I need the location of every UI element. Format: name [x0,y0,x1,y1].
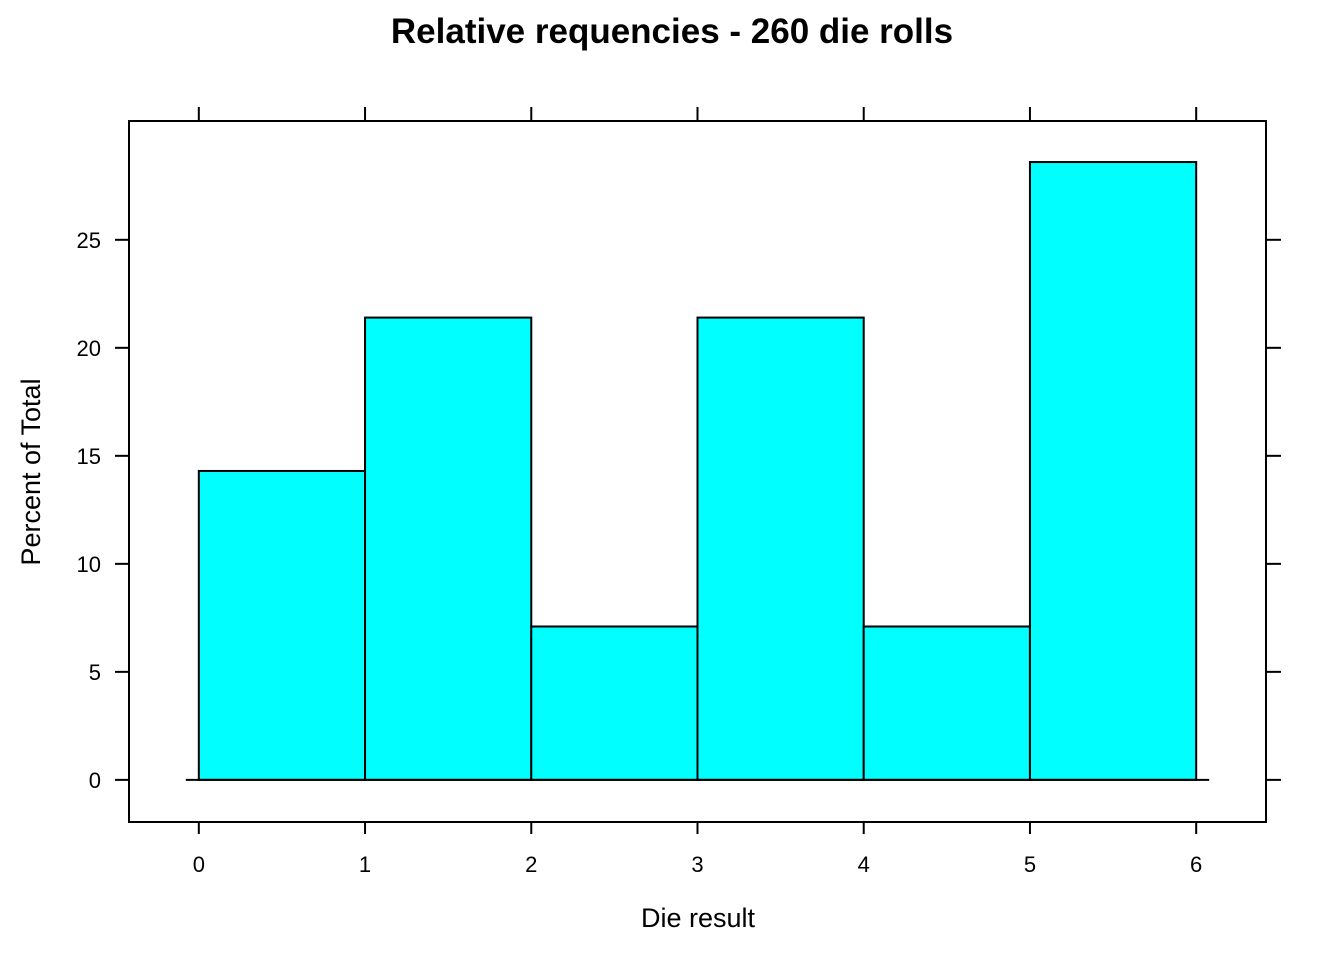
histogram-bar-2 [530,625,699,781]
x-tick-label-3: 3 [691,852,703,877]
histogram-bar-0 [197,469,367,781]
histogram-bar-4 [862,625,1031,781]
y-tick-label-2: 10 [77,552,101,577]
y-axis-label: Percent of Total [16,378,46,565]
x-tick-label-1: 1 [359,852,371,877]
x-tick-label-4: 4 [858,852,870,877]
y-tick-label-3: 15 [77,444,101,469]
y-tick-label-5: 25 [77,228,101,253]
bars-group [197,161,1198,781]
chart-title: Relative requencies - 260 die rolls [391,12,953,51]
x-axis-label: Die result [641,903,756,933]
histogram-bar-3 [696,316,865,781]
x-tick-label-2: 2 [525,852,537,877]
y-tick-label-1: 5 [89,660,101,685]
y-tick-label-0: 0 [89,768,101,793]
x-axis: 0 1 2 3 4 5 6 [193,107,1202,877]
y-tick-label-4: 20 [77,336,101,361]
x-tick-label-6: 6 [1190,852,1202,877]
histogram-bar-5 [1028,161,1198,781]
y-axis: 0 5 10 15 20 25 [77,228,1281,793]
histogram-bar-1 [364,316,533,781]
x-tick-label-5: 5 [1024,852,1036,877]
x-tick-label-0: 0 [193,852,205,877]
